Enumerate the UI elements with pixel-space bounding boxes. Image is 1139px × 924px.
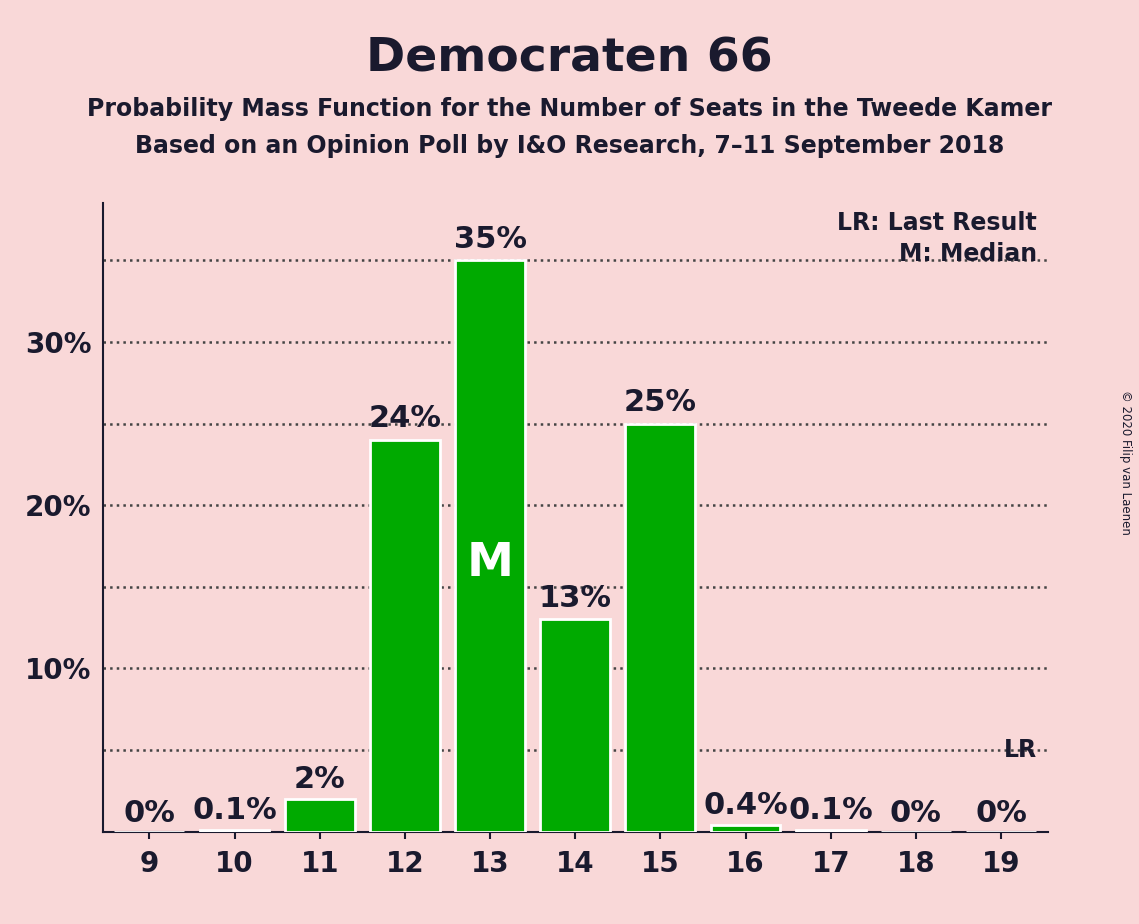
Bar bbox=[370, 440, 440, 832]
Text: © 2020 Filip van Laenen: © 2020 Filip van Laenen bbox=[1118, 390, 1132, 534]
Text: Based on an Opinion Poll by I&O Research, 7–11 September 2018: Based on an Opinion Poll by I&O Research… bbox=[134, 134, 1005, 158]
Text: 0.1%: 0.1% bbox=[788, 796, 874, 825]
Text: M: M bbox=[467, 541, 514, 586]
Text: 35%: 35% bbox=[453, 225, 526, 254]
Bar bbox=[285, 799, 354, 832]
Text: 24%: 24% bbox=[368, 405, 441, 433]
Bar bbox=[711, 825, 780, 832]
Bar bbox=[796, 830, 866, 832]
Text: LR: Last Result: LR: Last Result bbox=[837, 212, 1036, 236]
Text: 0%: 0% bbox=[890, 798, 942, 828]
Text: 0.1%: 0.1% bbox=[192, 796, 277, 825]
Bar bbox=[456, 261, 525, 832]
Text: M: Median: M: Median bbox=[899, 242, 1036, 266]
Bar bbox=[625, 423, 695, 832]
Text: 0%: 0% bbox=[123, 798, 175, 828]
Text: Probability Mass Function for the Number of Seats in the Tweede Kamer: Probability Mass Function for the Number… bbox=[87, 97, 1052, 121]
Text: Democraten 66: Democraten 66 bbox=[366, 37, 773, 82]
Bar bbox=[540, 619, 611, 832]
Text: 13%: 13% bbox=[539, 584, 612, 613]
Bar bbox=[199, 830, 270, 832]
Text: 0.4%: 0.4% bbox=[703, 791, 788, 821]
Text: LR: LR bbox=[1003, 738, 1036, 762]
Text: 2%: 2% bbox=[294, 765, 345, 794]
Text: 25%: 25% bbox=[624, 388, 697, 417]
Text: 0%: 0% bbox=[975, 798, 1027, 828]
